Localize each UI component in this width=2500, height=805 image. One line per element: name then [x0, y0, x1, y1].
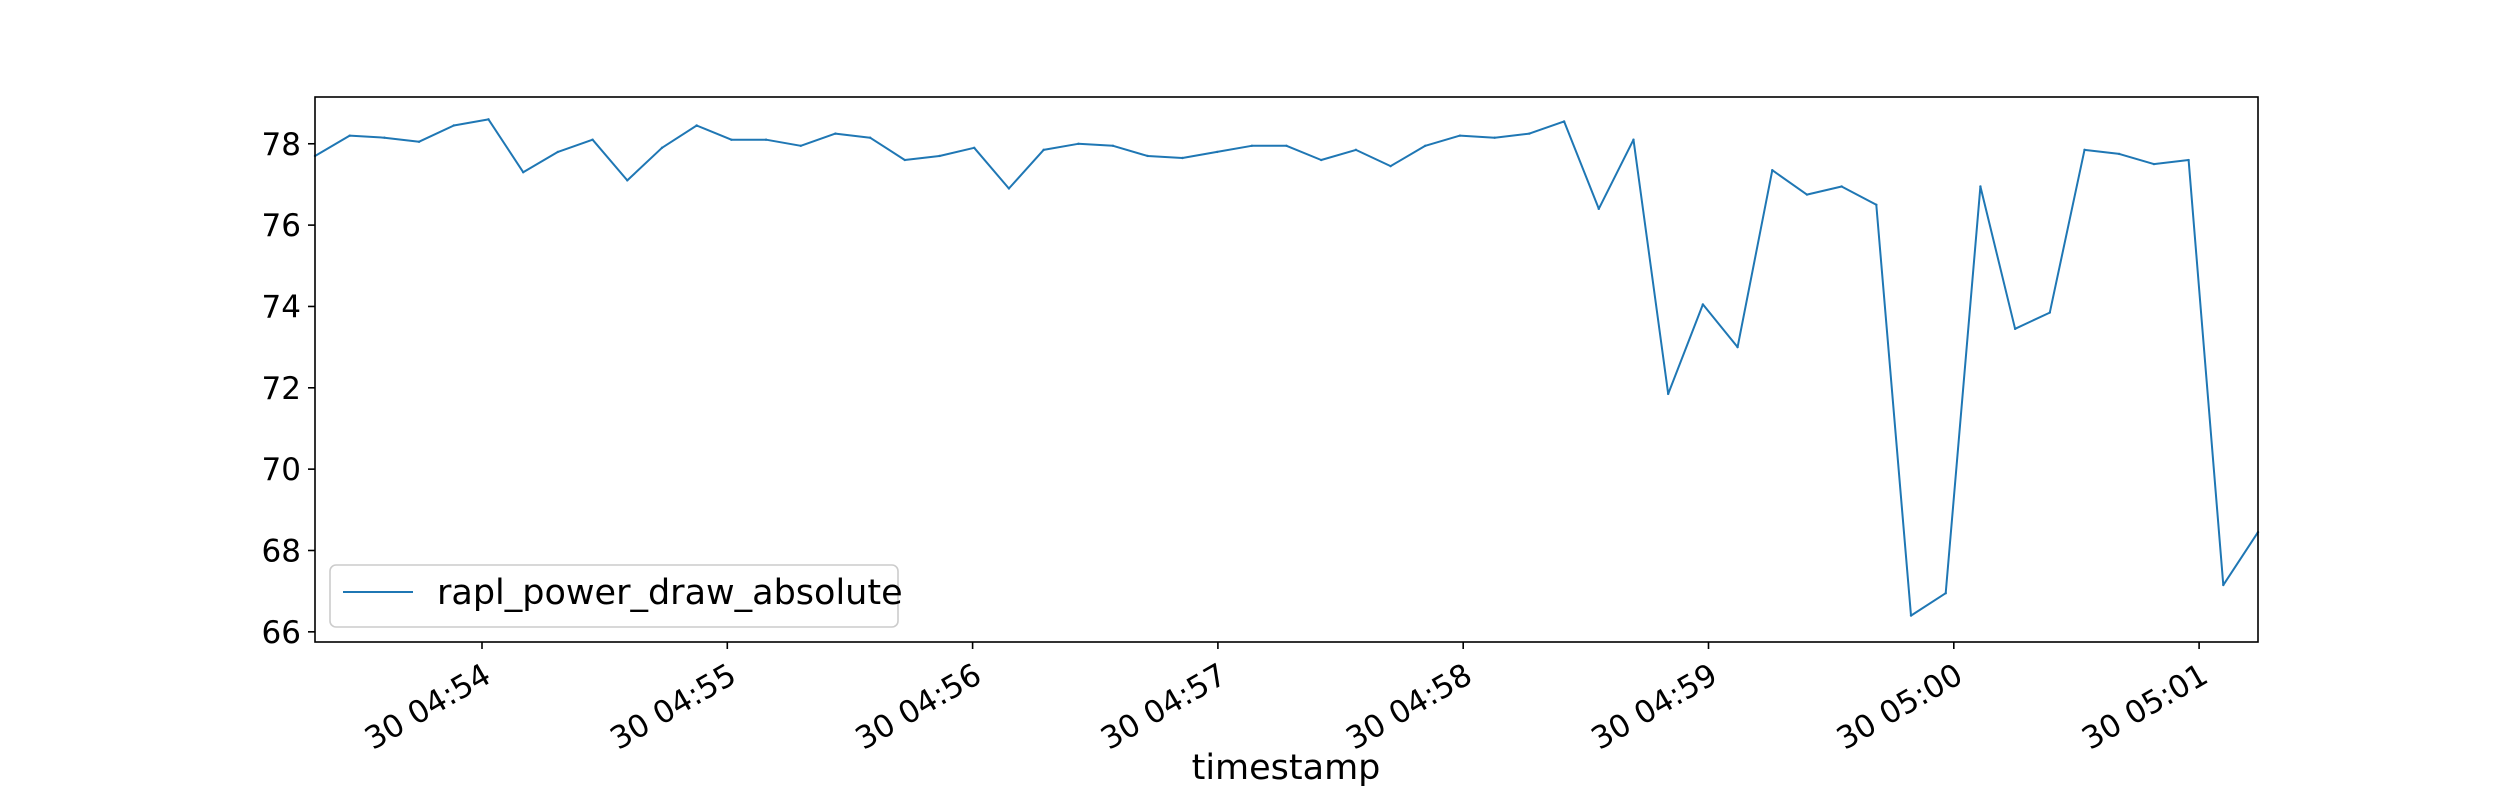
x-tick-label: 30 05:01 — [2076, 657, 2214, 757]
legend-label: rapl_power_draw_absolute — [437, 573, 903, 613]
data-point — [487, 118, 490, 121]
data-point — [2222, 583, 2225, 587]
x-tick-label: 30 04:59 — [1585, 657, 1723, 757]
x-tick-label: 30 04:54 — [359, 657, 497, 757]
data-point — [2152, 162, 2156, 166]
data-point — [1181, 156, 1184, 160]
data-point — [730, 138, 733, 141]
data-point — [1562, 120, 1566, 123]
data-point — [1215, 150, 1219, 154]
legend: rapl_power_draw_absolute — [329, 564, 903, 628]
data-point — [556, 150, 560, 154]
data-point — [1944, 591, 1947, 595]
data-point — [1285, 144, 1288, 148]
y-tick-label: 68 — [262, 533, 301, 569]
data-point — [2083, 148, 2086, 152]
data-point — [973, 146, 976, 150]
data-point — [903, 158, 907, 162]
x-tick-label: 30 04:56 — [850, 657, 988, 757]
data-point — [1666, 392, 1670, 396]
data-point — [1736, 345, 1739, 349]
data-point — [799, 144, 802, 148]
x-axis: 30 04:54 30 04:55 30 04:56 30 04:57 30 04:58… — [359, 642, 2214, 757]
data-point — [1007, 187, 1011, 190]
data-point — [834, 132, 837, 135]
data-point — [1493, 136, 1496, 139]
data-point — [2048, 311, 2052, 314]
data-point — [764, 138, 768, 141]
data-point — [1805, 193, 1809, 196]
data-point — [521, 171, 525, 174]
data-point — [1389, 164, 1392, 168]
data-point — [1528, 132, 1531, 135]
x-axis-title: timestamp — [1192, 748, 1381, 788]
data-point — [2118, 152, 2121, 156]
data-point — [1146, 154, 1149, 158]
data-point — [1458, 134, 1462, 137]
data-point — [1250, 144, 1254, 148]
x-tick-label: 30 04:55 — [604, 657, 742, 757]
y-tick-label: 76 — [262, 208, 301, 244]
data-point — [938, 154, 941, 158]
data-point — [591, 138, 594, 141]
data-point — [1840, 185, 1843, 188]
data-point — [2187, 158, 2190, 162]
series-layer — [313, 118, 2260, 617]
data-point — [1909, 614, 1913, 617]
y-axis: 66 68 70 72 74 76 78 — [262, 127, 315, 651]
y-tick-label: 74 — [262, 289, 301, 325]
data-point — [1597, 207, 1600, 211]
data-point — [383, 136, 386, 139]
data-point — [2013, 327, 2017, 331]
data-point — [1632, 138, 1635, 141]
data-point — [1875, 203, 1878, 206]
data-point — [1979, 185, 1982, 188]
plot-frame — [314, 96, 2259, 643]
data-point — [1701, 303, 1705, 306]
data-point — [1354, 148, 1358, 152]
x-tick-label: 30 04:57 — [1095, 657, 1233, 757]
legend-box — [329, 564, 899, 628]
series-line — [314, 118, 2259, 617]
data-point — [417, 140, 421, 143]
data-point — [1319, 158, 1323, 162]
y-tick-label: 78 — [262, 127, 301, 163]
y-tick-label: 70 — [262, 452, 301, 488]
data-point — [868, 136, 872, 139]
data-point — [626, 179, 629, 182]
y-tick-label: 66 — [262, 615, 301, 651]
x-tick-label: 30 04:58 — [1340, 657, 1478, 757]
data-point — [452, 124, 455, 127]
data-point — [695, 124, 698, 127]
y-tick-label: 72 — [262, 371, 301, 407]
data-point — [660, 146, 664, 150]
data-point — [1111, 144, 1115, 148]
data-point — [1042, 148, 1045, 152]
x-tick-label: 30 05:00 — [1831, 657, 1969, 757]
data-point — [1077, 142, 1080, 145]
data-point — [1771, 169, 1774, 172]
data-point — [348, 134, 351, 137]
data-point — [1424, 144, 1427, 148]
